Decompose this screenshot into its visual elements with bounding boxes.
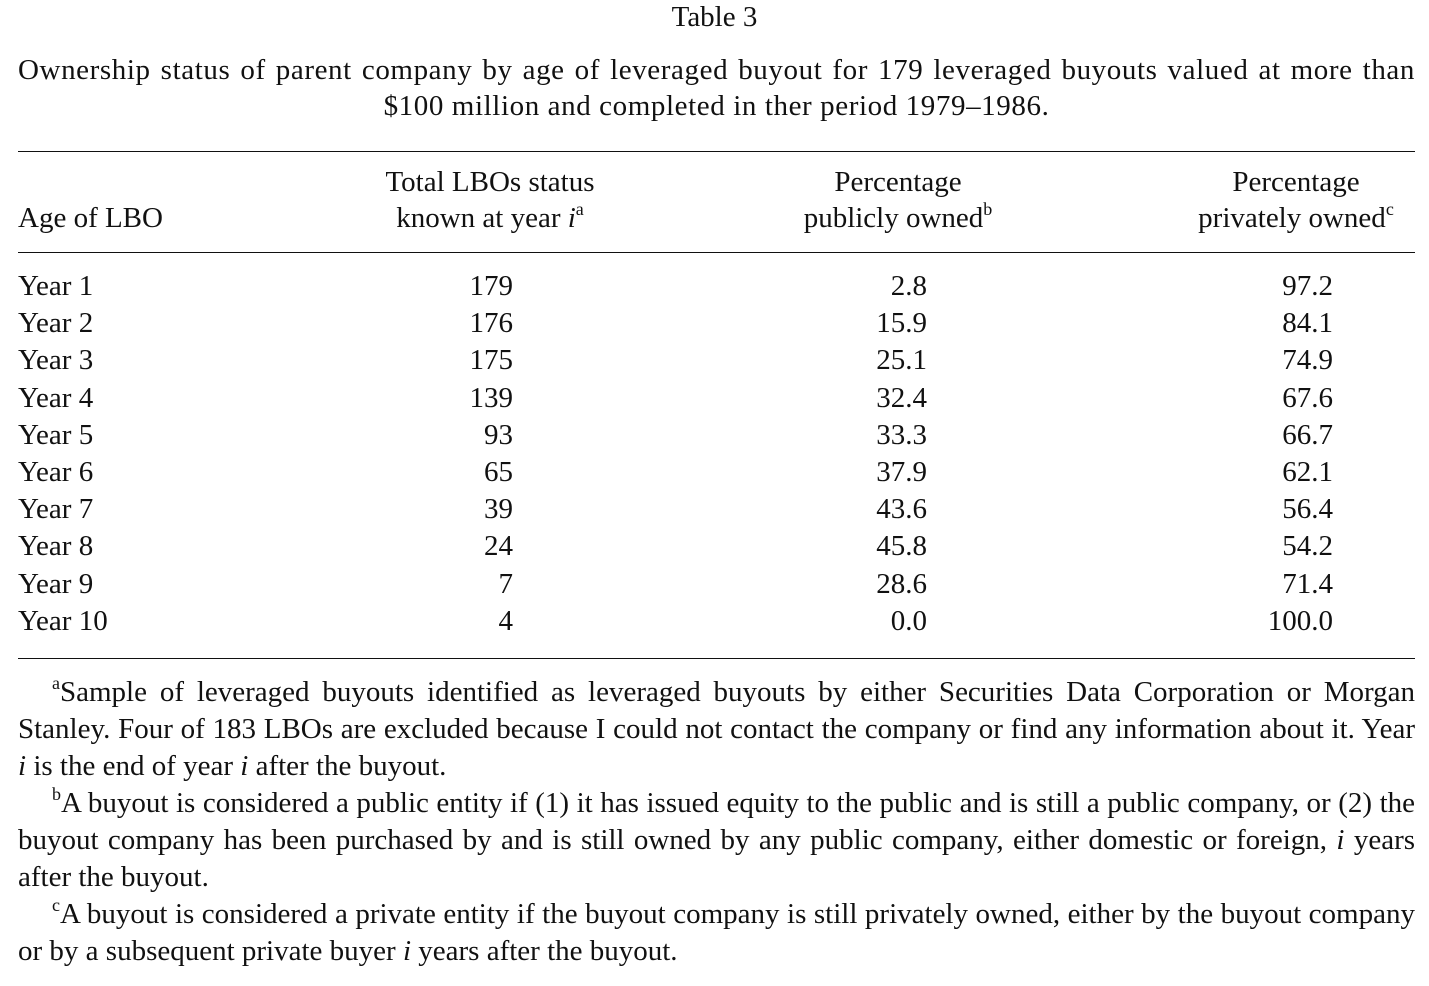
footnote-text: i (1336, 824, 1345, 856)
cell-value: 74.9 (1282, 344, 1333, 377)
footnote-marker: a (575, 199, 584, 219)
header-cell: Total LBOs status (190, 164, 790, 200)
cell-value: 2.8 (890, 270, 927, 302)
row-label: Year 4 (18, 381, 94, 414)
cell-value: 139 (469, 381, 514, 414)
cell-value: 25.1 (876, 344, 927, 377)
header-text: Total LBOs status (385, 166, 595, 198)
cell-value: 0.0 (890, 604, 927, 637)
cell-value: 100.0 (1267, 604, 1333, 637)
row-label: Year 1 (18, 270, 94, 302)
footnote-text: is the end of year (26, 750, 241, 782)
cell-value: 45.8 (876, 530, 927, 563)
header-cell: privately ownedc (996, 200, 1429, 236)
footnote-text: after the buyout. (248, 750, 447, 782)
row-label: Year 5 (18, 418, 94, 451)
cell-value: 4 (498, 604, 514, 637)
header-text: known at year (396, 202, 568, 234)
footnotes: aSample of leveraged buyouts identified … (18, 674, 1415, 970)
cell-value: 54.2 (1282, 530, 1333, 563)
cell-value: 66.7 (1282, 418, 1333, 451)
cell-value: 176 (469, 307, 514, 340)
top-rule (18, 151, 1415, 152)
row-label: Year 2 (18, 307, 94, 340)
table-caption: Ownership status of parent company by ag… (18, 54, 1415, 122)
footnote-text: i (18, 750, 27, 782)
cell-value: 56.4 (1282, 493, 1333, 526)
cell-value: 15.9 (876, 307, 927, 340)
footnote-marker: b (983, 199, 993, 219)
cell-value: 43.6 (876, 493, 927, 526)
cell-value: 62.1 (1282, 456, 1333, 488)
footnote: bA buyout is considered a public entity … (18, 785, 1415, 896)
footnote-text: A buyout is considered a private entity … (18, 898, 1415, 967)
cell-value: 65 (484, 456, 513, 488)
bottom-rule (18, 658, 1415, 659)
row-label: Year 3 (18, 344, 94, 377)
cell-value: 7 (498, 567, 514, 600)
footnote-text: years after the buyout. (18, 824, 1416, 893)
cell-value: 71.4 (1282, 567, 1333, 600)
cell-value: 97.2 (1282, 270, 1333, 302)
footnote-marker: c (1385, 199, 1394, 219)
header-cell: publicly ownedb (598, 200, 1198, 236)
header-rule (18, 252, 1415, 253)
row-label: Year 10 (18, 604, 108, 637)
header-text: Percentage (834, 166, 962, 198)
cell-value: 84.1 (1282, 307, 1333, 340)
cell-value: 175 (469, 344, 514, 377)
cell-value: 179 (469, 270, 514, 302)
cell-value: 67.6 (1282, 381, 1333, 414)
header-italic: i (567, 202, 576, 234)
header-text: privately owned (1198, 202, 1386, 234)
cell-value: 33.3 (876, 418, 927, 451)
row-label: Year 7 (18, 493, 94, 526)
header-text: Age of LBO (18, 202, 163, 234)
footnote-marker: b (52, 784, 61, 804)
cell-value: 24 (484, 530, 513, 563)
footnote-text: i (402, 935, 412, 967)
header-cell: Age of LBO (18, 200, 163, 236)
footnote-marker: c (52, 895, 60, 915)
header-text: Percentage (1232, 166, 1360, 198)
header-cell: Percentage (996, 164, 1429, 200)
cell-value: 32.4 (876, 381, 927, 414)
cell-value: 28.6 (876, 567, 927, 600)
table-title: Table 3 (671, 1, 758, 33)
footnote-text: i (240, 750, 249, 782)
row-label: Year 9 (18, 567, 94, 600)
header-text: publicly owned (803, 202, 984, 234)
footnote: aSample of leveraged buyouts identified … (18, 674, 1415, 785)
cell-value: 93 (484, 418, 513, 451)
row-label: Year 8 (18, 530, 94, 563)
header-cell: Percentage (598, 164, 1198, 200)
cell-value: 37.9 (876, 456, 927, 488)
cell-value: 39 (484, 493, 513, 526)
footnote-text: years after the buyout. (411, 935, 678, 967)
header-cell: known at year ia (190, 200, 790, 236)
row-label: Year 6 (18, 456, 94, 488)
footnote-text: A buyout is considered a public entity i… (18, 787, 1415, 856)
footnote: cA buyout is considered a private entity… (18, 896, 1415, 970)
footnote-marker: a (52, 673, 60, 693)
footnote-text: Sample of leveraged buyouts identified a… (18, 676, 1415, 745)
